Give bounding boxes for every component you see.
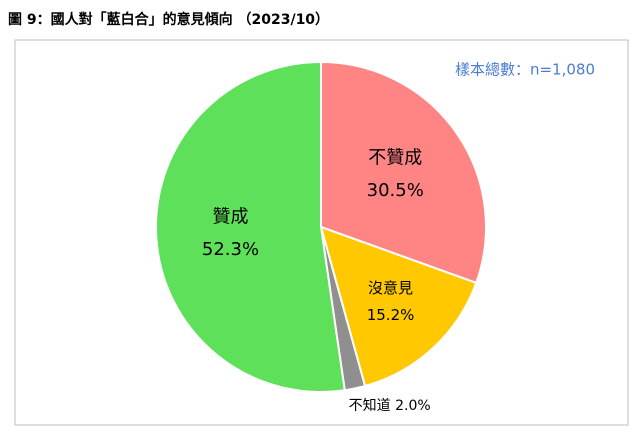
- pie-slice: [155, 60, 346, 393]
- category-label: 不贊成: [368, 148, 422, 169]
- value-label: 52.3%: [202, 239, 259, 260]
- value-label: 30.5%: [367, 180, 424, 201]
- value-label: 2.0%: [395, 398, 431, 414]
- category-label: 不知道: [349, 397, 391, 414]
- pie-slice: [320, 60, 487, 285]
- sample-size: 樣本總數：n=1,080: [455, 61, 595, 79]
- slice-label: 不知道 2.0%: [349, 397, 431, 414]
- pie-slice: [319, 225, 478, 388]
- category-label: 沒意見: [368, 279, 413, 297]
- chart-title: 圖 9：國人對「藍白合」的意見傾向 （2023/10）: [8, 11, 329, 28]
- value-label: 15.2%: [367, 306, 415, 324]
- category-label: 贊成: [212, 206, 248, 227]
